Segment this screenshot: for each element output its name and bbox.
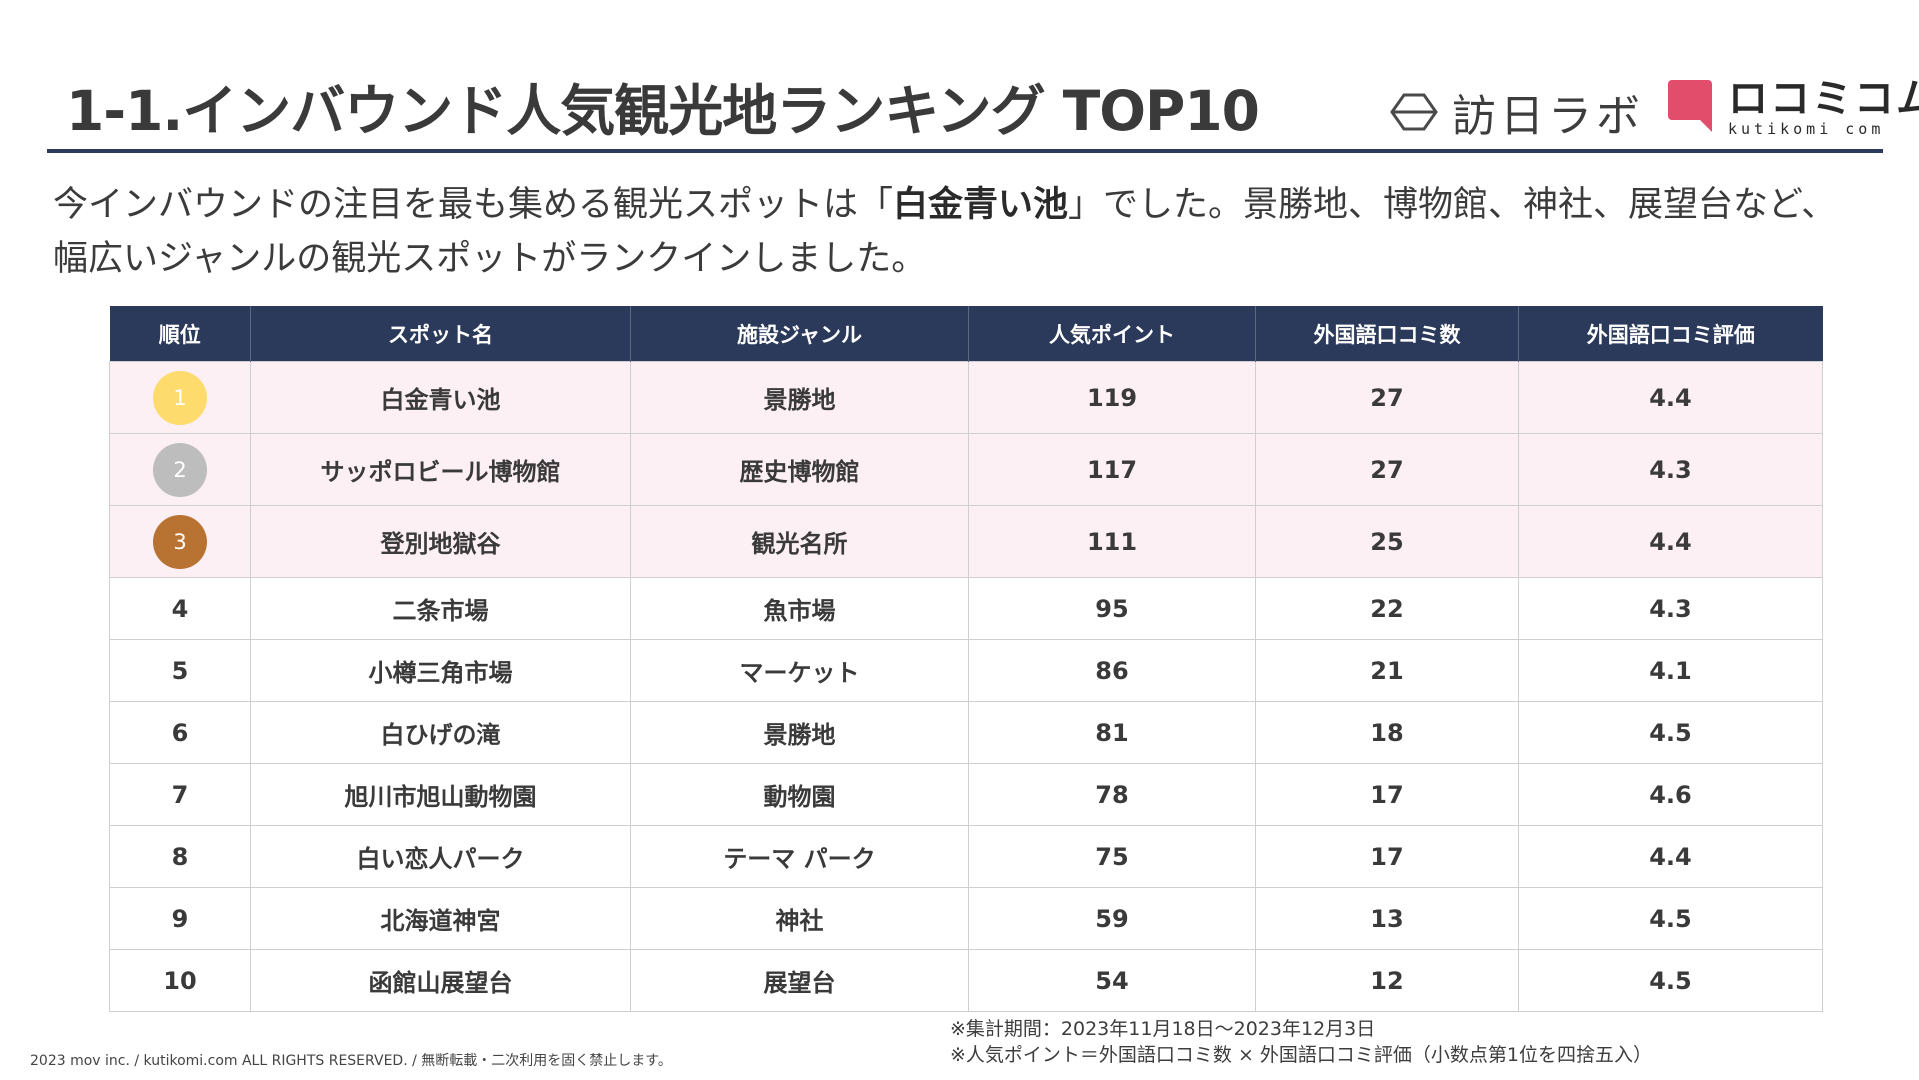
review-count-cell: 13 bbox=[1255, 887, 1519, 950]
review-count-cell: 18 bbox=[1255, 701, 1519, 764]
table-row: 9 北海道神宮 神社 59 13 4.5 bbox=[109, 887, 1823, 950]
footnote-formula: ※人気ポイント＝外国語口コミ数 × 外国語口コミ評価（小数点第1位を四捨五入） bbox=[950, 1044, 1653, 1066]
header-points: 人気ポイント bbox=[968, 306, 1256, 362]
points-cell: 111 bbox=[968, 505, 1256, 578]
spot-name-cell: 二条市場 bbox=[250, 577, 631, 640]
kutikomi-logo-text: ロコミコム bbox=[1728, 76, 1919, 122]
footnote-period: ※集計期間：2023年11月18日～2023年12月3日 bbox=[950, 1018, 1376, 1040]
header-rank: 順位 bbox=[109, 306, 251, 362]
spot-name-cell: サッポロビール博物館 bbox=[250, 433, 631, 506]
points-cell: 119 bbox=[968, 361, 1256, 434]
table-row: 5 小樽三角市場 マーケット 86 21 4.1 bbox=[109, 639, 1823, 702]
review-count-cell: 27 bbox=[1255, 361, 1519, 434]
genre-cell: 景勝地 bbox=[630, 361, 969, 434]
page-title: 1-1.インバウンド人気観光地ランキング TOP10 bbox=[66, 79, 1260, 143]
spot-name-cell: 小樽三角市場 bbox=[250, 639, 631, 702]
table-header-row: 順位 スポット名 施設ジャンル 人気ポイント 外国語口コミ数 外国語口コミ評価 bbox=[109, 306, 1823, 362]
points-cell: 117 bbox=[968, 433, 1256, 506]
header-genre: 施設ジャンル bbox=[630, 306, 969, 362]
bronze-medal-icon: 3 bbox=[153, 514, 207, 569]
header-spot-name: スポット名 bbox=[250, 306, 631, 362]
points-cell: 86 bbox=[968, 639, 1256, 702]
review-rating-cell: 4.4 bbox=[1518, 505, 1823, 578]
table-row: 7 旭川市旭山動物園 動物園 78 17 4.6 bbox=[109, 763, 1823, 826]
review-rating-cell: 4.1 bbox=[1518, 639, 1823, 702]
points-cell: 95 bbox=[968, 577, 1256, 640]
rank-cell: 9 bbox=[109, 887, 251, 950]
spot-name-cell: 白い恋人パーク bbox=[250, 825, 631, 888]
kutikomi-logo-subtext: kutikomi com bbox=[1728, 120, 1885, 138]
review-count-cell: 17 bbox=[1255, 825, 1519, 888]
hojin-labo-logo: 訪日ラボ bbox=[1390, 80, 1644, 144]
spot-name-cell: 白金青い池 bbox=[250, 361, 631, 434]
silver-medal-icon: 2 bbox=[153, 442, 207, 497]
table-row: 3 登別地獄谷 観光名所 111 25 4.4 bbox=[109, 505, 1823, 578]
points-cell: 81 bbox=[968, 701, 1256, 764]
review-rating-cell: 4.4 bbox=[1518, 361, 1823, 434]
spot-name-cell: 白ひげの滝 bbox=[250, 701, 631, 764]
genre-cell: マーケット bbox=[630, 639, 969, 702]
gold-medal-icon: 1 bbox=[153, 370, 207, 425]
points-cell: 54 bbox=[968, 949, 1256, 1012]
header-review-rating: 外国語口コミ評価 bbox=[1518, 306, 1823, 362]
genre-cell: 景勝地 bbox=[630, 701, 969, 764]
table-row: 2 サッポロビール博物館 歴史博物館 117 27 4.3 bbox=[109, 433, 1823, 506]
rank-cell: 6 bbox=[109, 701, 251, 764]
lead-text-part2: 」でした。景勝地、博物館、神社、展望台など、 bbox=[1068, 185, 1837, 225]
review-rating-cell: 4.5 bbox=[1518, 949, 1823, 1012]
ranking-table: 順位 スポット名 施設ジャンル 人気ポイント 外国語口コミ数 外国語口コミ評価 … bbox=[109, 306, 1823, 1012]
points-cell: 78 bbox=[968, 763, 1256, 826]
table-row: 1 白金青い池 景勝地 119 27 4.4 bbox=[109, 361, 1823, 434]
lead-text-line2: 幅広いジャンルの観光スポットがランクインしました。 bbox=[53, 239, 927, 279]
genre-cell: 展望台 bbox=[630, 949, 969, 1012]
rank-cell: 7 bbox=[109, 763, 251, 826]
genre-cell: 神社 bbox=[630, 887, 969, 950]
review-count-cell: 12 bbox=[1255, 949, 1519, 1012]
genre-cell: 魚市場 bbox=[630, 577, 969, 640]
review-count-cell: 21 bbox=[1255, 639, 1519, 702]
rank-cell: 5 bbox=[109, 639, 251, 702]
rank-cell: 2 bbox=[109, 433, 251, 506]
table-row: 6 白ひげの滝 景勝地 81 18 4.5 bbox=[109, 701, 1823, 764]
table-row: 8 白い恋人パーク テーマ パーク 75 17 4.4 bbox=[109, 825, 1823, 888]
speech-bubble-icon bbox=[1668, 80, 1712, 132]
review-rating-cell: 4.5 bbox=[1518, 701, 1823, 764]
table-row: 10 函館山展望台 展望台 54 12 4.5 bbox=[109, 949, 1823, 1012]
hojin-labo-logo-text: 訪日ラボ bbox=[1452, 91, 1644, 142]
points-cell: 59 bbox=[968, 887, 1256, 950]
rank-cell: 4 bbox=[109, 577, 251, 640]
header-review-count: 外国語口コミ数 bbox=[1255, 306, 1519, 362]
spot-name-cell: 旭川市旭山動物園 bbox=[250, 763, 631, 826]
review-count-cell: 17 bbox=[1255, 763, 1519, 826]
kutikomi-logo: ロコミコム kutikomi com bbox=[1666, 78, 1919, 138]
copyright-notice: 2023 mov inc. / kutikomi.com ALL RIGHTS … bbox=[30, 1053, 672, 1069]
review-rating-cell: 4.3 bbox=[1518, 577, 1823, 640]
review-rating-cell: 4.3 bbox=[1518, 433, 1823, 506]
lead-text-part1: 今インバウンドの注目を最も集める観光スポットは「 bbox=[53, 185, 894, 225]
review-rating-cell: 4.5 bbox=[1518, 887, 1823, 950]
genre-cell: 歴史博物館 bbox=[630, 433, 969, 506]
spot-name-cell: 北海道神宮 bbox=[250, 887, 631, 950]
rank-cell: 1 bbox=[109, 361, 251, 434]
review-rating-cell: 4.4 bbox=[1518, 825, 1823, 888]
rank-cell: 3 bbox=[109, 505, 251, 578]
genre-cell: 観光名所 bbox=[630, 505, 969, 578]
review-count-cell: 27 bbox=[1255, 433, 1519, 506]
footnotes: ※集計期間：2023年11月18日～2023年12月3日 ※人気ポイント＝外国語… bbox=[950, 1016, 1652, 1068]
rank-cell: 10 bbox=[109, 949, 251, 1012]
review-count-cell: 22 bbox=[1255, 577, 1519, 640]
review-rating-cell: 4.6 bbox=[1518, 763, 1823, 826]
spot-name-cell: 登別地獄谷 bbox=[250, 505, 631, 578]
lead-highlight: 白金青い池 bbox=[893, 185, 1069, 225]
genre-cell: テーマ パーク bbox=[630, 825, 969, 888]
rank-cell: 8 bbox=[109, 825, 251, 888]
title-divider bbox=[47, 149, 1883, 153]
hojin-labo-mark-icon bbox=[1390, 93, 1438, 131]
genre-cell: 動物園 bbox=[630, 763, 969, 826]
table-row: 4 二条市場 魚市場 95 22 4.3 bbox=[109, 577, 1823, 640]
review-count-cell: 25 bbox=[1255, 505, 1519, 578]
spot-name-cell: 函館山展望台 bbox=[250, 949, 631, 1012]
points-cell: 75 bbox=[968, 825, 1256, 888]
lead-paragraph: 今インバウンドの注目を最も集める観光スポットは「白金青い池」でした。景勝地、博物… bbox=[53, 178, 1853, 286]
